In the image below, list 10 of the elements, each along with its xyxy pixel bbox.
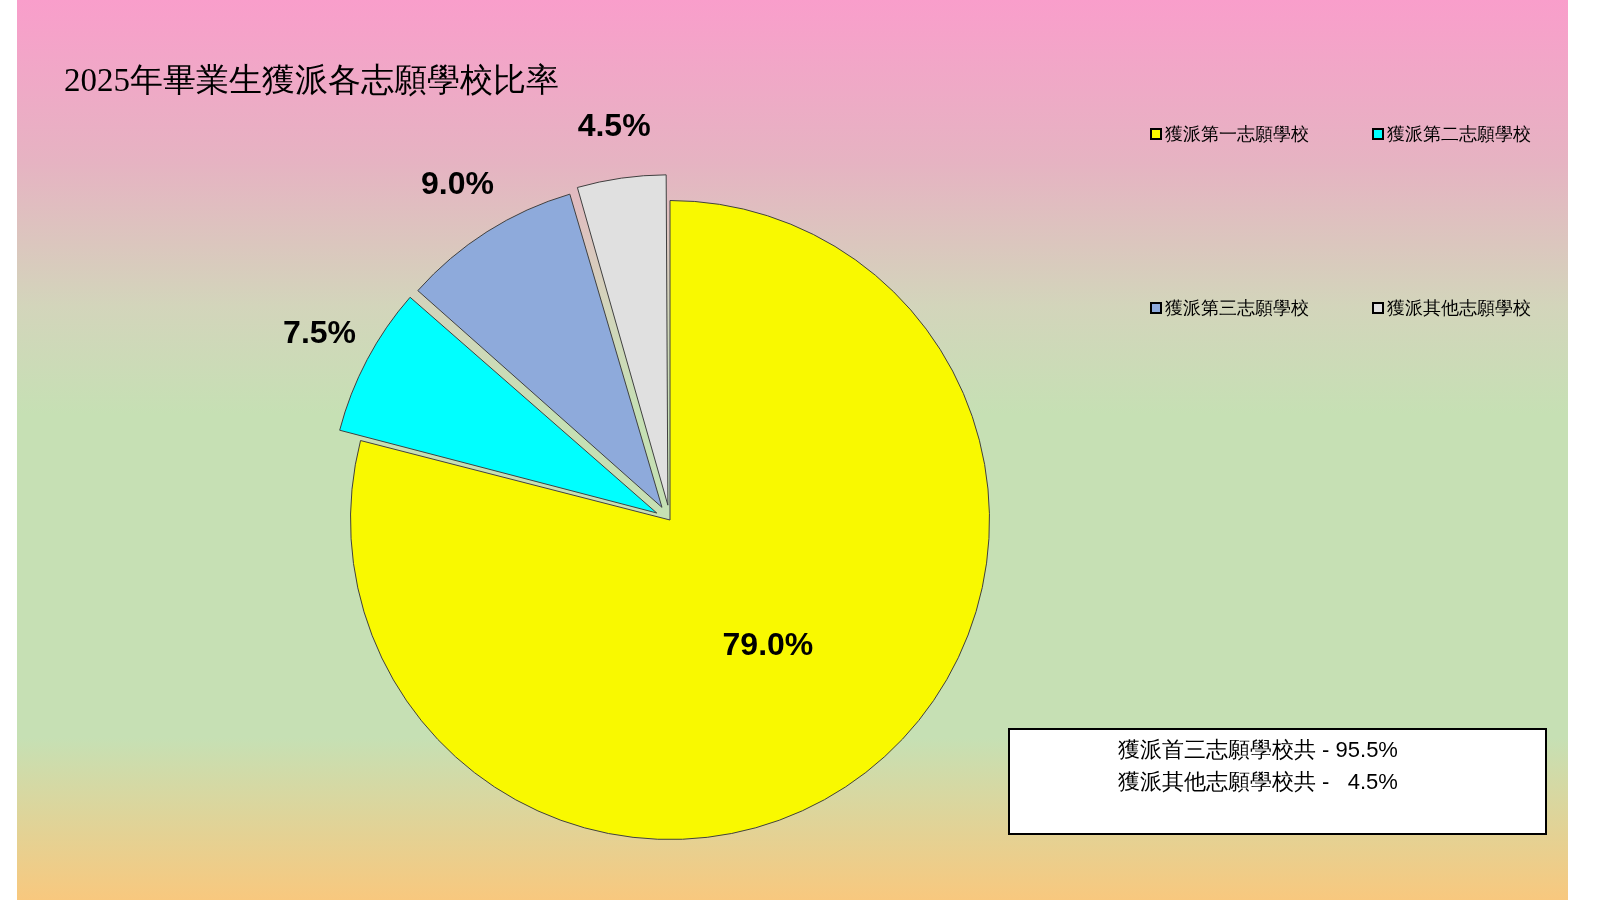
data-label: 7.5%: [283, 314, 357, 351]
legend-label: 獲派第三志願學校: [1165, 297, 1309, 320]
chart-title: 2025年畢業生獲派各志願學校比率: [64, 61, 559, 100]
legend-label: 獲派其他志願學校: [1387, 297, 1531, 320]
note-box: 獲派首三志願學校共 - 95.5% 獲派其他志願學校共 - 4.5%: [1008, 728, 1547, 835]
data-label: 4.5%: [577, 107, 651, 144]
legend-label: 獲派第二志願學校: [1387, 123, 1531, 146]
legend-label: 獲派第一志願學校: [1165, 123, 1309, 146]
data-label: 9.0%: [421, 165, 495, 202]
data-label: 79.0%: [722, 626, 814, 663]
